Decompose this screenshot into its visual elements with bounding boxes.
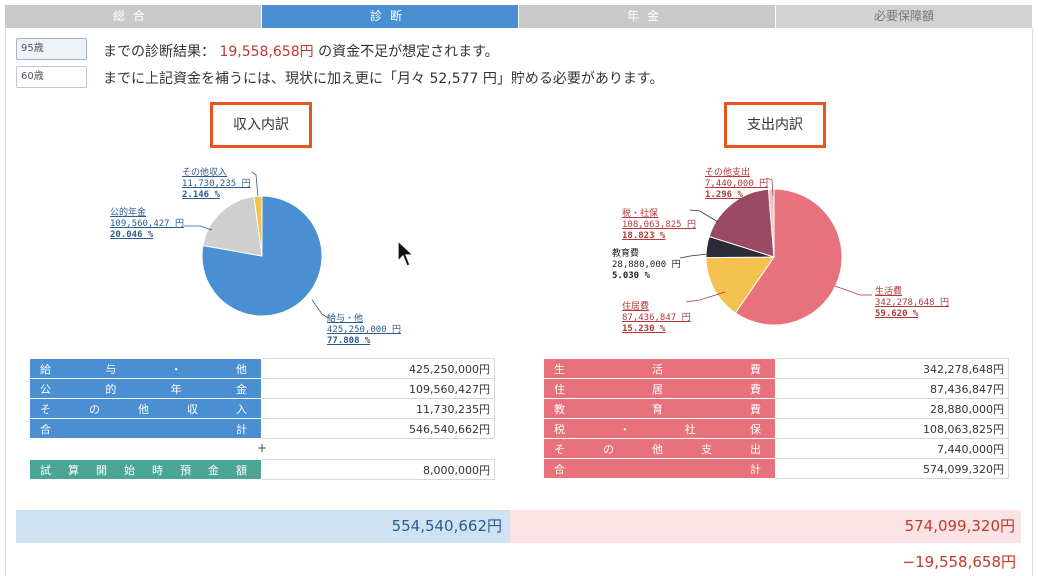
expense-breakdown-title: 支出内訳 — [724, 102, 826, 148]
income-total-bar: 554,540,662円 — [16, 510, 510, 543]
mouse-cursor-icon — [397, 240, 415, 267]
label-income-other: その他収入 11,730,235 円 2.146 % — [182, 168, 251, 200]
income-breakdown-title: 収入内訳 — [210, 102, 312, 148]
expense-row-value: 342,278,648円 — [775, 358, 1009, 379]
savings-advice-line: までに上記資金を補うには、現状に加え更に「月々 52,577 円」貯める必要があ… — [103, 71, 664, 87]
tab-pension[interactable]: 年金 — [519, 5, 776, 28]
expense-row-value: 87,436,847円 — [775, 378, 1009, 399]
income-row-label: 合計 — [29, 418, 262, 439]
label-expense-tax: 税・社保 108,063,825 円 18.823 % — [622, 209, 697, 241]
income-table: 給与・他 425,250,000円 公的年金 109,560,427円 その他収… — [29, 358, 495, 439]
table-row: 公的年金 109,560,427円 — [29, 378, 495, 399]
tab-bar: 総合 診断 年金 必要保障額 — [5, 5, 1033, 28]
label-expense-other: その他支出 7,440,000 円 1.296 % — [705, 168, 769, 200]
diagnosis-prefix: までの診断結果： — [103, 44, 215, 60]
expense-total-bar: 574,099,320円 — [510, 510, 1021, 543]
initial-savings-table: 試算開始時預金額 8,000,000円 — [29, 459, 495, 480]
expense-table: 生活費 342,278,648円 住居費 87,436,847円 教育費 28,… — [543, 358, 1009, 479]
income-slice-1[interactable] — [202, 195, 263, 257]
label-expense-education: 教育費 28,880,000 円 5.030 % — [612, 249, 681, 281]
expense-row-label: 生活費 — [543, 358, 776, 379]
label-income-salary: 給与・他 425,250,000 円 77.808 % — [327, 314, 402, 346]
expense-row-label: 税・社保 — [543, 418, 776, 439]
expense-row-value: 28,880,000円 — [775, 398, 1009, 419]
expense-slice-3[interactable] — [708, 188, 775, 258]
age-option-60[interactable]: 60歳 — [16, 66, 87, 88]
expense-row-label: 合計 — [543, 458, 776, 479]
income-row-label: その他収入 — [29, 398, 262, 419]
table-row: 教育費 28,880,000円 — [543, 398, 1009, 419]
table-row: 給与・他 425,250,000円 — [29, 358, 495, 379]
table-row: その他支出 7,440,000円 — [543, 438, 1009, 459]
initial-savings-label: 試算開始時預金額 — [29, 459, 262, 480]
table-row: 合計 546,540,662円 — [29, 418, 495, 439]
shortfall-amount: 19,558,658円 — [219, 44, 314, 60]
income-row-value: 109,560,427円 — [261, 378, 495, 399]
table-row: その他収入 11,730,235円 — [29, 398, 495, 419]
tab-required-coverage[interactable]: 必要保障額 — [776, 5, 1033, 28]
expense-row-value: 108,063,825円 — [775, 418, 1009, 439]
expense-slice-0[interactable] — [734, 188, 843, 326]
diagnosis-result-line: までの診断結果： 19,558,658円 の資金不足が想定されます。 — [103, 41, 499, 61]
table-row: 生活費 342,278,648円 — [543, 358, 1009, 379]
age-option-95[interactable]: 95歳 — [16, 38, 87, 60]
expense-row-value: 574,099,320円 — [775, 458, 1009, 479]
label-income-pension: 公的年金 109,560,427 円 20.046 % — [110, 208, 185, 240]
shortfall-total: −19,558,658円 — [902, 553, 1016, 571]
content-frame — [5, 28, 1033, 576]
initial-savings-value: 8,000,000円 — [261, 459, 495, 480]
label-expense-living: 生活費 342,278,648 円 59.620 % — [875, 287, 950, 319]
plus-sign: + — [257, 441, 268, 455]
diagnosis-suffix: の資金不足が想定されます。 — [318, 44, 499, 60]
income-row-label: 給与・他 — [29, 358, 262, 379]
expense-row-value: 7,440,000円 — [775, 438, 1009, 459]
table-row: 試算開始時預金額 8,000,000円 — [29, 459, 495, 480]
expense-row-label: その他支出 — [543, 438, 776, 459]
table-row: 税・社保 108,063,825円 — [543, 418, 1009, 439]
income-pie-chart — [201, 195, 323, 317]
expense-row-label: 住居費 — [543, 378, 776, 399]
income-row-value: 546,540,662円 — [261, 418, 495, 439]
tab-diagnosis[interactable]: 診断 — [262, 5, 519, 28]
label-expense-housing: 住居費 87,436,847 円 15.230 % — [622, 302, 691, 334]
income-slice-2[interactable] — [253, 195, 263, 257]
income-row-value: 11,730,235円 — [261, 398, 495, 419]
income-row-label: 公的年金 — [29, 378, 262, 399]
expense-row-label: 教育費 — [543, 398, 776, 419]
table-row: 合計 574,099,320円 — [543, 458, 1009, 479]
income-row-value: 425,250,000円 — [261, 358, 495, 379]
tab-summary[interactable]: 総合 — [5, 5, 262, 28]
expense-pie-chart — [705, 188, 843, 326]
table-row: 住居費 87,436,847円 — [543, 378, 1009, 399]
